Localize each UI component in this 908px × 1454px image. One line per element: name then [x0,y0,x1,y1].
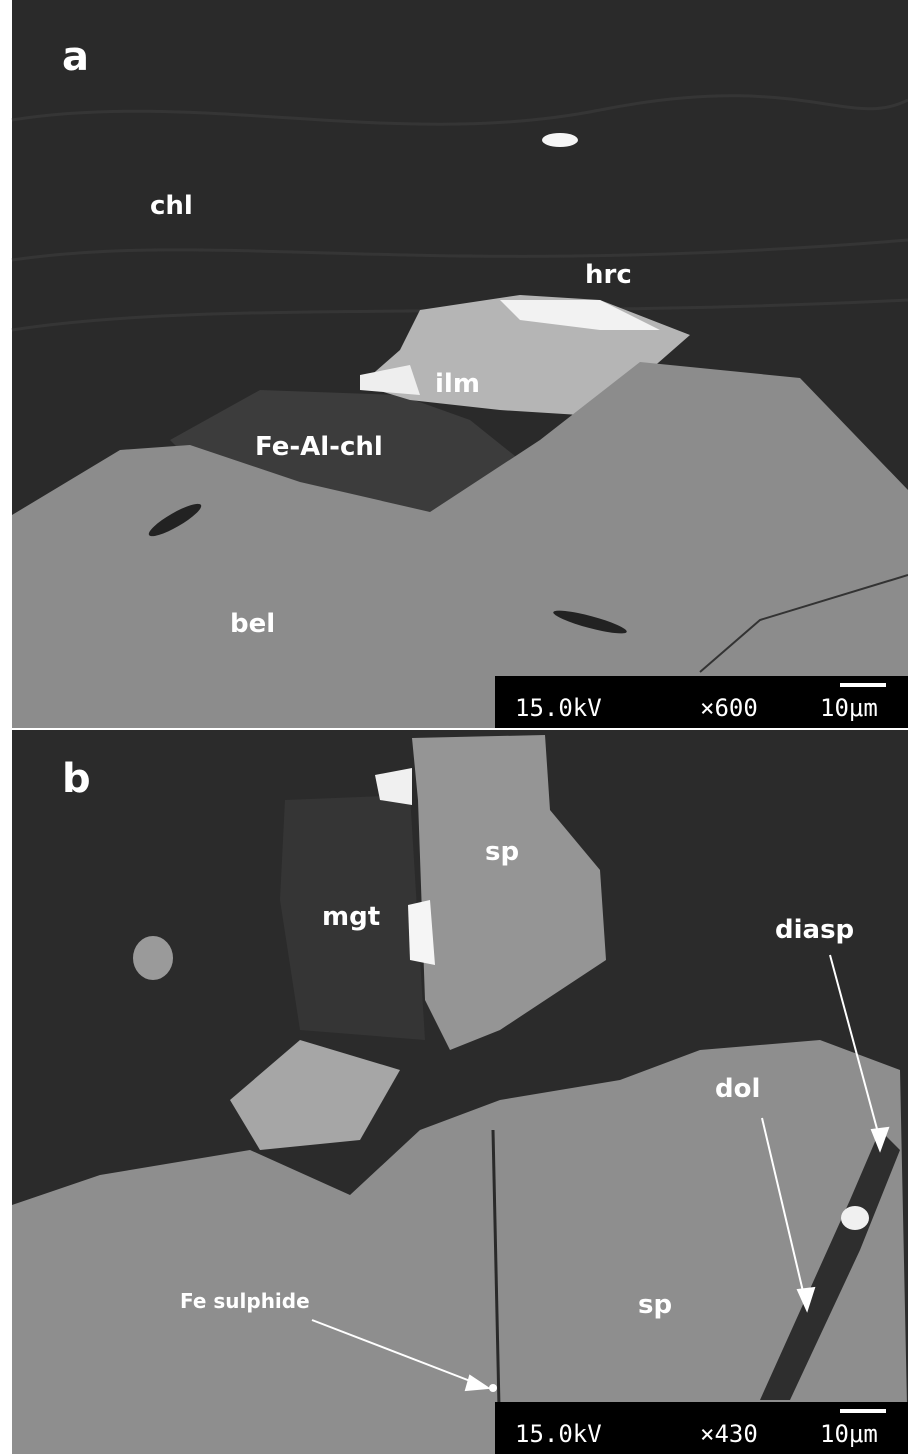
voltage: 15.0kV [515,694,602,722]
mineral-label: bel [230,609,275,639]
panel-label: a [62,34,89,80]
mineral-label: dol [715,1074,760,1104]
mineral-label: ilm [435,369,480,399]
scale-bar [840,1409,886,1413]
voltage: 15.0kV [515,1420,602,1448]
mineral-label: diasp [775,915,854,945]
panel-b: b sp mgt diasp dol Fe sulphide sp 15.0kV… [12,730,908,1454]
bright-spot [841,1206,869,1230]
scale: 10μm [820,1420,878,1448]
magnification: ×600 [700,694,758,722]
mineral-label: chl [150,191,193,221]
bright-spot [489,1384,497,1392]
mineral-label: hrc [585,260,632,290]
mineral-label: Fe-Al-chl [255,432,383,462]
panel-label: b [62,756,91,802]
figure: a chl hrc ilm Fe-Al-chl bel 15.0kV ×600 … [0,0,908,1454]
mineral-label: mgt [322,902,380,932]
scale-bar [840,683,886,687]
panel-a: a chl hrc ilm Fe-Al-chl bel 15.0kV ×600 … [12,0,908,728]
scale: 10μm [820,694,878,722]
mineral-label: Fe sulphide [180,1289,310,1313]
magnification: ×430 [700,1420,758,1448]
mineral-label: sp [485,837,519,867]
mineral-label: sp [638,1290,672,1320]
grain [133,936,173,980]
bright-spot [542,133,578,147]
